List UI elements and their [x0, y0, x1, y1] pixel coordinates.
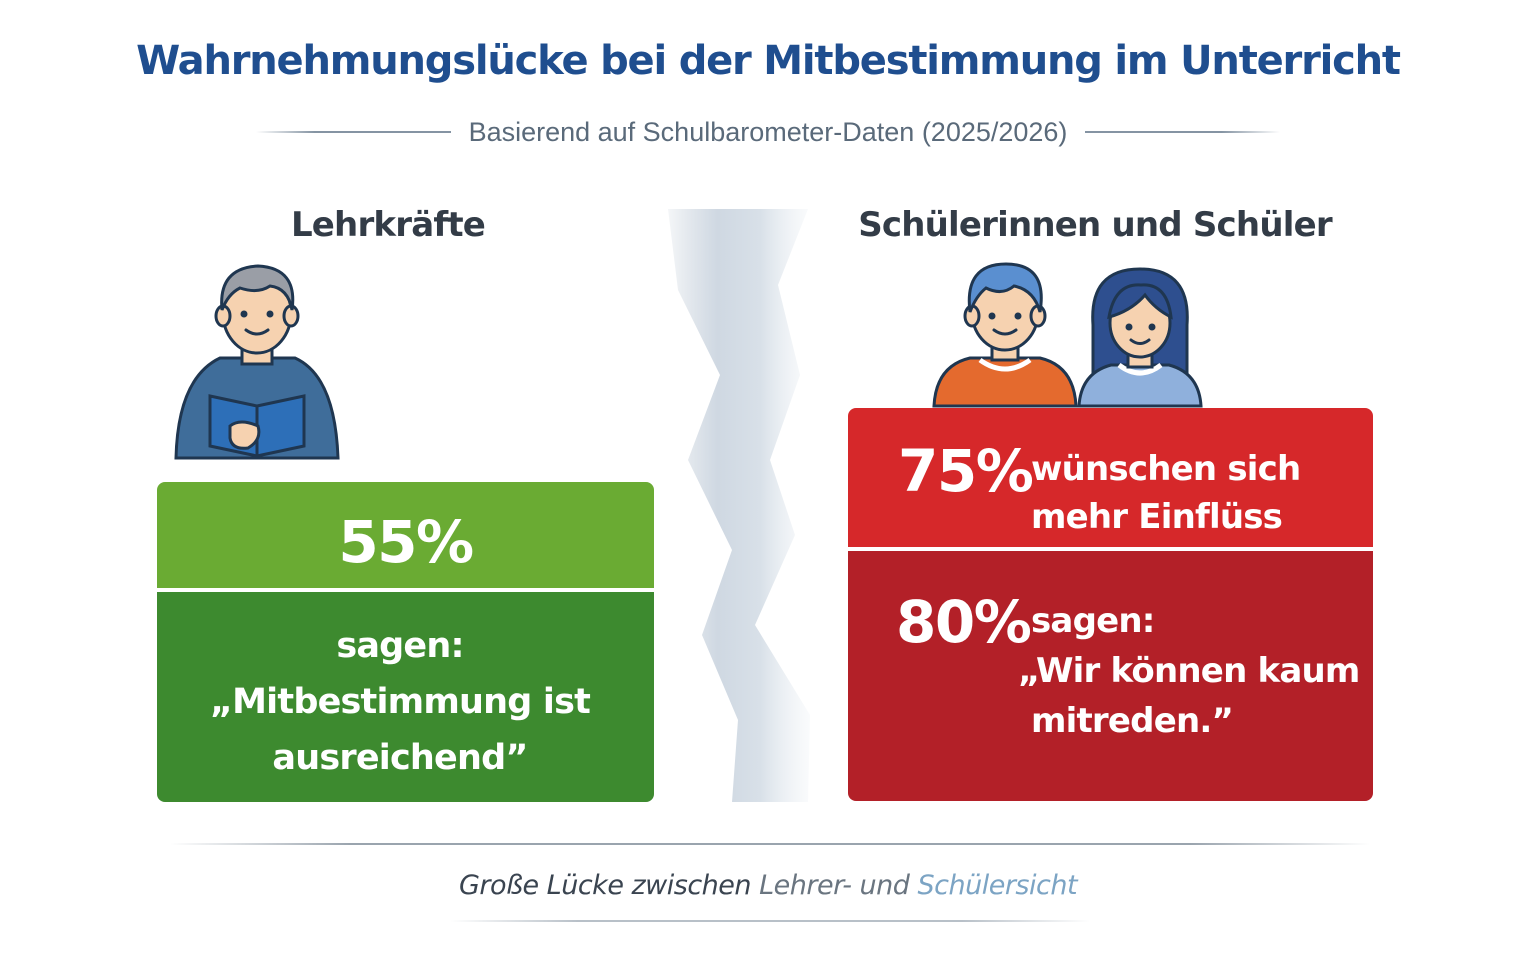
- students-say-line3: mitreden.”: [1031, 701, 1234, 741]
- girl-student-icon: [1077, 267, 1203, 408]
- subtitle: Basierend auf Schulbarometer-Daten (2025…: [468, 116, 1068, 147]
- subtitle-rule-left: [255, 131, 451, 133]
- students-say-line2: „Wir können kaum: [1018, 651, 1360, 691]
- teachers-quote-line2: „Mitbestimmung ist: [209, 682, 591, 722]
- page-title: Wahrnehmungslücke bei der Mitbestimmung …: [136, 38, 1401, 84]
- teachers-quote-panel: [157, 592, 654, 802]
- footer-part3: Schülersicht: [917, 870, 1078, 901]
- teacher-reading-icon: [174, 264, 340, 460]
- footer-caption: Große Lücke zwischen Lehrer- und Schüler…: [0, 870, 1536, 901]
- teachers-percent: 55%: [338, 508, 474, 576]
- students-say-label: sagen:: [1031, 601, 1155, 641]
- footer-part2: Lehrer- und: [759, 870, 910, 901]
- footer-rule-bottom: [450, 920, 1090, 922]
- crack-divider-icon: [668, 209, 810, 802]
- footer-rule-top: [170, 843, 1370, 845]
- teachers-percent-panel: [157, 482, 654, 588]
- students-wish-panel: [848, 408, 1373, 547]
- students-wish-text: wünschen sich mehr Einflüss: [1031, 445, 1301, 541]
- subtitle-row: Basierend auf Schulbarometer-Daten (2025…: [0, 112, 1536, 152]
- students-wish-line2: mehr Einflüss: [1031, 497, 1283, 537]
- teachers-quote: sagen: „Mitbestimmung ist ausreichend”: [140, 618, 660, 786]
- students-wish-line1: wünschen sich: [1031, 449, 1301, 489]
- footer-part1: Große Lücke zwischen: [458, 870, 752, 901]
- teachers-quote-line3: ausreichend”: [272, 738, 528, 778]
- boy-student-icon: [932, 262, 1078, 408]
- students-wish-percent: 75%: [898, 437, 1034, 505]
- teachers-quote-line1: sagen:: [336, 626, 464, 666]
- students-panel-divider: [848, 547, 1373, 551]
- teachers-heading: Lehrkräfte: [290, 205, 486, 245]
- teachers-panel-divider: [157, 588, 654, 592]
- students-say-panel: [848, 551, 1373, 801]
- subtitle-rule-right: [1085, 131, 1281, 133]
- students-say-percent: 80%: [896, 588, 1032, 656]
- students-say-quote: „Wir können kaum mitreden.”: [1018, 646, 1360, 746]
- students-heading: Schülerinnen und Schüler: [858, 205, 1332, 245]
